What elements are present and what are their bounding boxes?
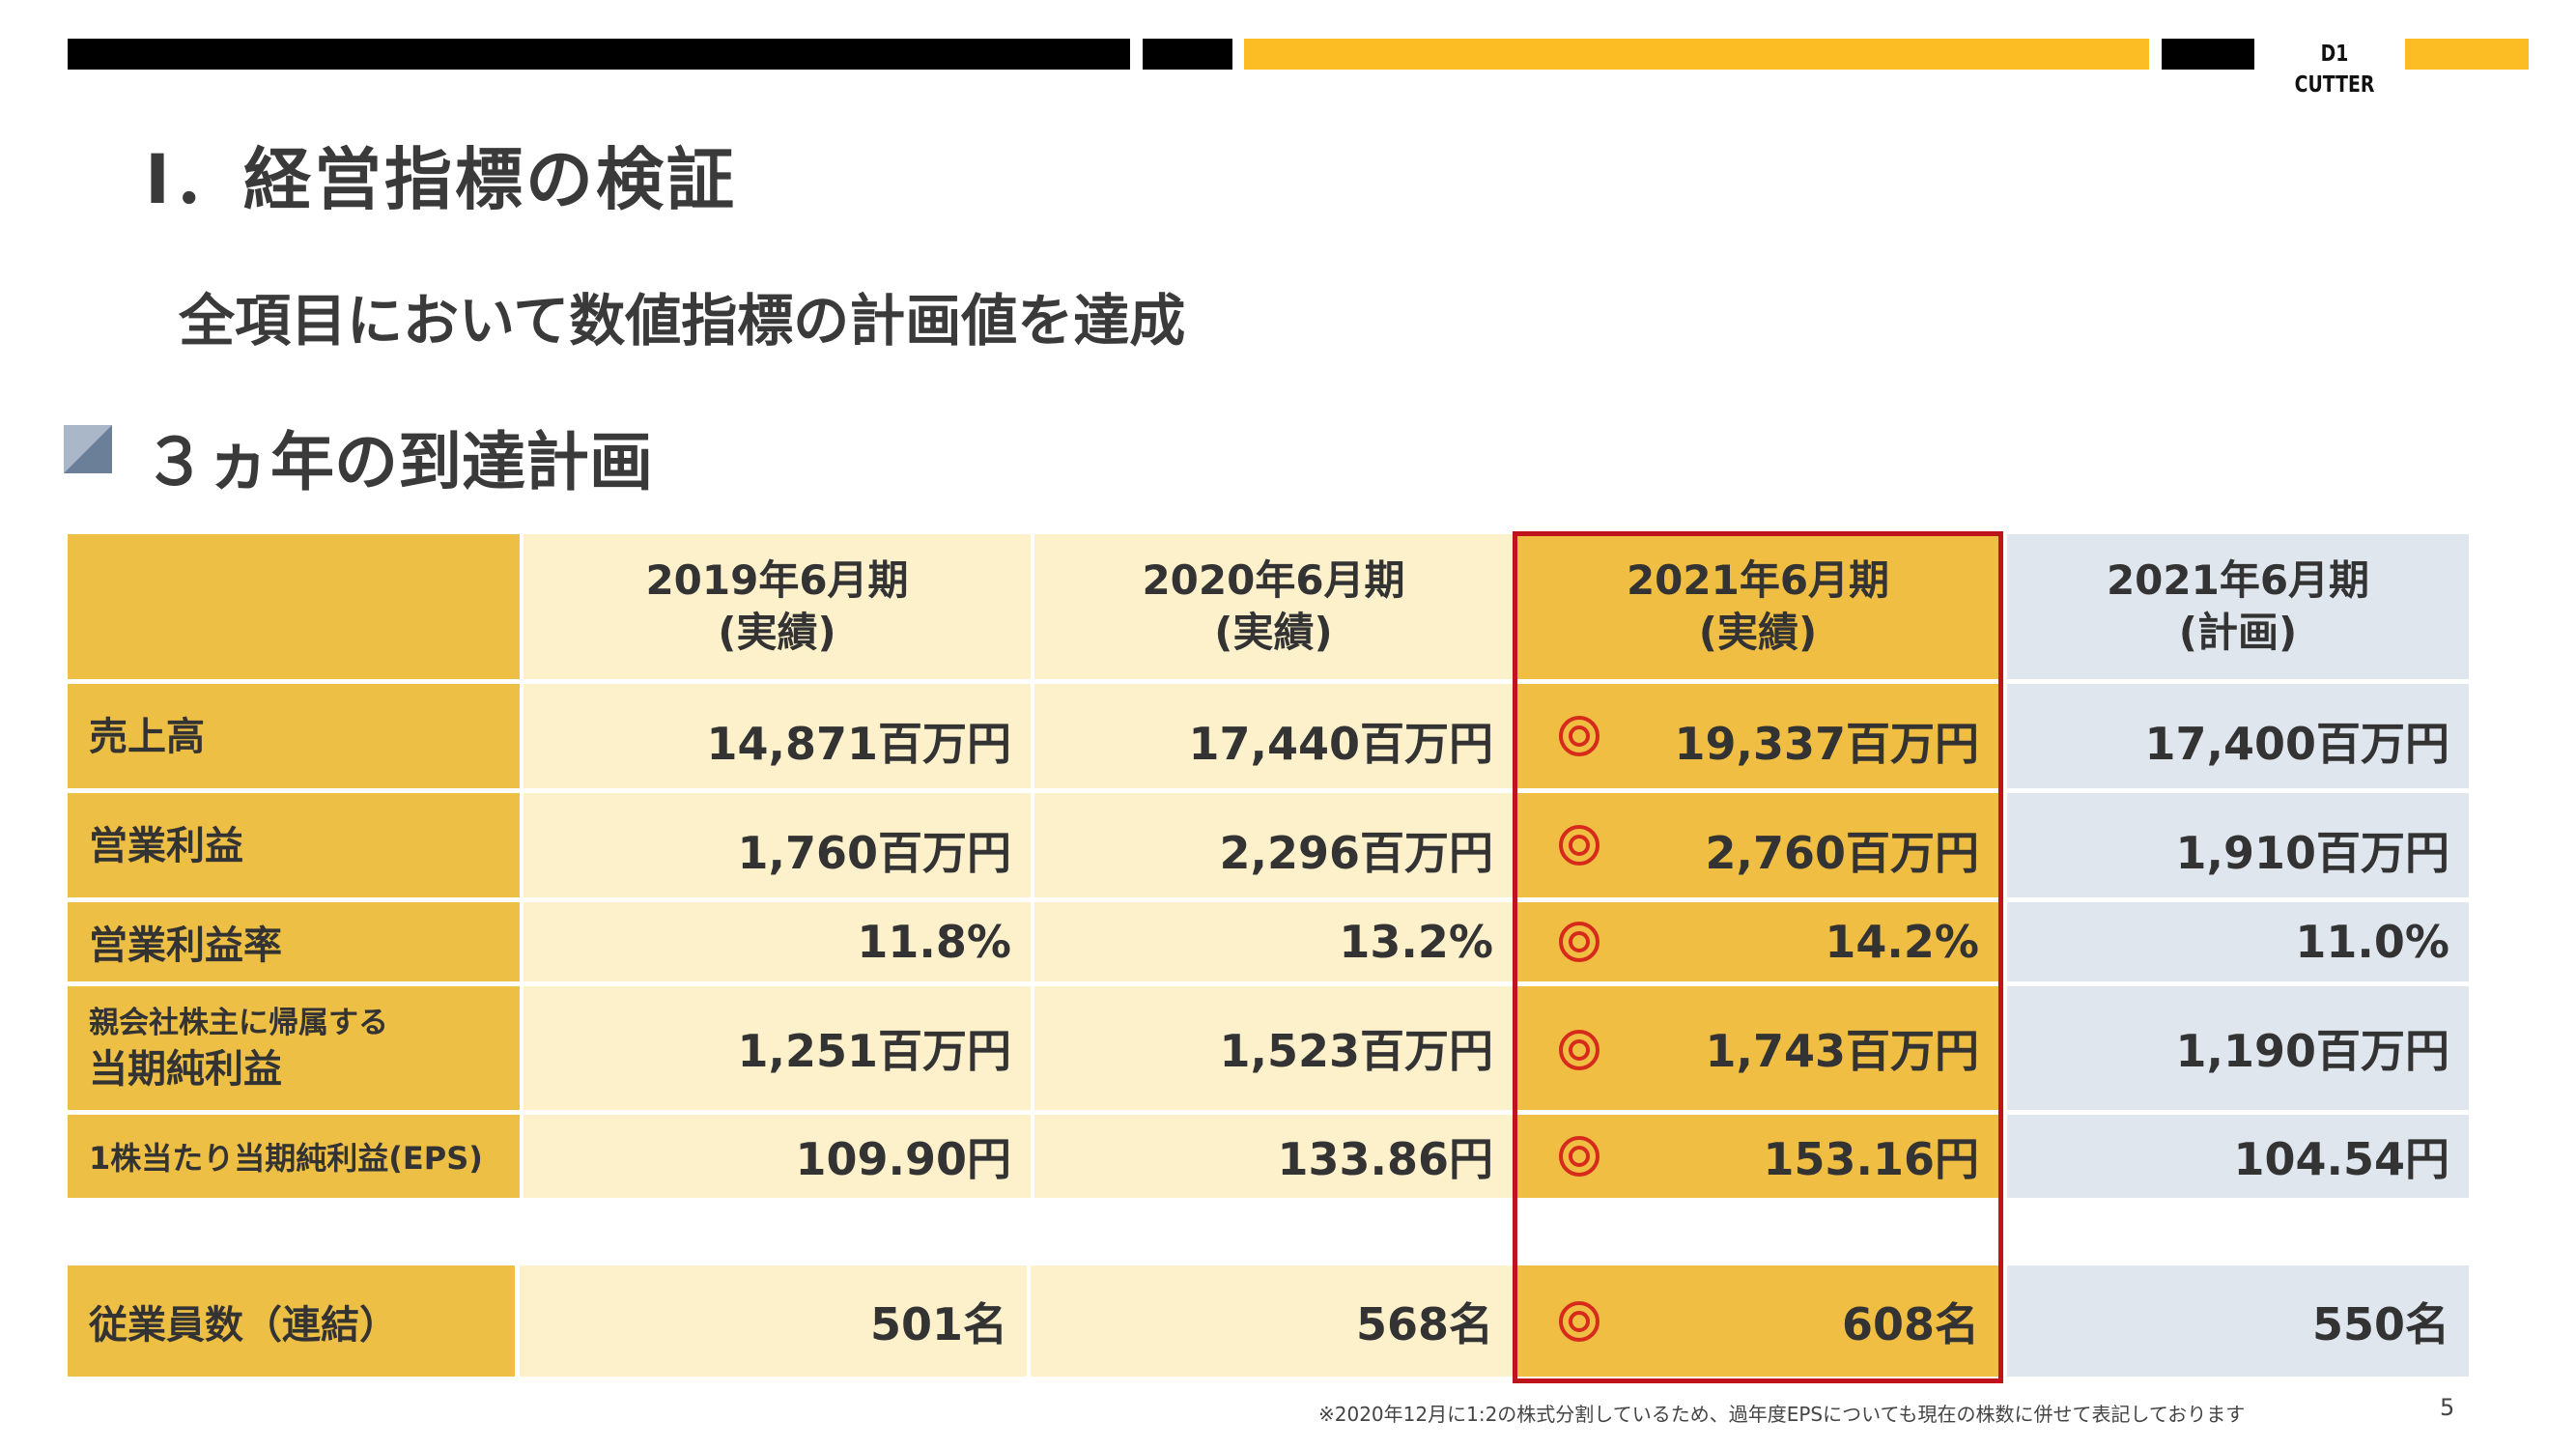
row-label-sales: 売上高 (68, 684, 520, 788)
cell-operating-margin-2019: 11.8% (524, 902, 1031, 981)
cell-net-income-2021-plan: 1,190百万円 (2007, 986, 2469, 1110)
cell-eps-2021-plan: 104.54円 (2007, 1115, 2469, 1198)
cell-net-income-2021-actual: 1,743百万円 (1517, 986, 1998, 1110)
achieved-mark-icon (1559, 1136, 1599, 1177)
achieved-mark-icon (1559, 1301, 1599, 1342)
column-header-period: 2021年6月期 (2106, 556, 2370, 604)
cell-sales-2019: 14,871百万円 (524, 684, 1031, 788)
column-header-type: (実績) (1698, 609, 1818, 656)
row-label-net-income-prefix: 親会社株主に帰属する (89, 1006, 388, 1040)
cell-net-income-2019: 1,251百万円 (524, 986, 1031, 1110)
column-header-2019: 2019年6月期 (実績) (524, 534, 1031, 679)
cell-eps-2019: 109.90円 (524, 1115, 1031, 1198)
cell-sales-2021-plan: 17,400百万円 (2007, 684, 2469, 788)
cell-employees-2021-plan: 550名 (2007, 1265, 2469, 1377)
cell-net-income-2020: 1,523百万円 (1034, 986, 1513, 1110)
achieved-mark-icon (1559, 1030, 1599, 1070)
cell-operating-profit-2020: 2,296百万円 (1034, 793, 1513, 897)
footnote: ※2020年12月に1:2の株式分割しているため、過年度EPSについても現在の株… (1318, 1403, 2246, 1426)
column-header-type: (実績) (1214, 609, 1333, 656)
row-label-net-income-main: 当期純利益 (89, 1047, 282, 1092)
row-label-net-income: 親会社株主に帰属する 当期純利益 (68, 986, 520, 1110)
column-header-period: 2021年6月期 (1626, 556, 1890, 604)
column-header-period: 2019年6月期 (645, 556, 909, 604)
header-bar-black-2 (1143, 39, 1232, 70)
table-corner-cell (68, 534, 520, 679)
column-header-period: 2020年6月期 (1142, 556, 1405, 604)
column-header-type: (計画) (2178, 609, 2298, 656)
cell-sales-2020: 17,440百万円 (1034, 684, 1513, 788)
column-header-2021-plan: 2021年6月期 (計画) (2007, 534, 2469, 679)
row-label-employees: 従業員数（連結） (68, 1265, 515, 1377)
row-label-eps: 1株当たり当期純利益(EPS) (68, 1115, 520, 1198)
cell-employees-2020: 568名 (1031, 1265, 1513, 1377)
page-number: 5 (2440, 1394, 2455, 1421)
cell-operating-margin-2021-plan: 11.0% (2007, 902, 2469, 981)
header-bar-gold-1 (1244, 39, 2149, 70)
achieved-mark-icon (1559, 716, 1599, 756)
achieved-mark-icon (1559, 825, 1599, 866)
column-header-type: (実績) (718, 609, 836, 656)
column-header-2020: 2020年6月期 (実績) (1034, 534, 1513, 679)
header-bar-black-3 (2162, 39, 2254, 70)
header-bar-gold-2 (2405, 39, 2529, 70)
achieved-mark-icon (1559, 922, 1599, 962)
cell-operating-profit-2021-plan: 1,910百万円 (2007, 793, 2469, 897)
company-logo: D1 CUTTER (2294, 42, 2375, 98)
row-label-operating-profit: 営業利益 (68, 793, 520, 897)
column-header-2021-actual: 2021年6月期 (実績) (1517, 534, 1998, 679)
cell-eps-2020: 133.86円 (1034, 1115, 1513, 1198)
section-title: ３ヵ年の到達計画 (143, 425, 653, 499)
header-bar-black-1 (68, 39, 1130, 70)
cell-employees-2019: 501名 (520, 1265, 1027, 1377)
row-label-operating-margin: 営業利益率 (68, 902, 520, 981)
page-subtitle: 全項目において数値指標の計画値を達成 (179, 288, 1186, 354)
cell-operating-profit-2019: 1,760百万円 (524, 793, 1031, 897)
section-square-icon (64, 425, 112, 473)
page-title: Ⅰ．経営指標の検証 (145, 140, 738, 219)
cell-operating-margin-2020: 13.2% (1034, 902, 1513, 981)
